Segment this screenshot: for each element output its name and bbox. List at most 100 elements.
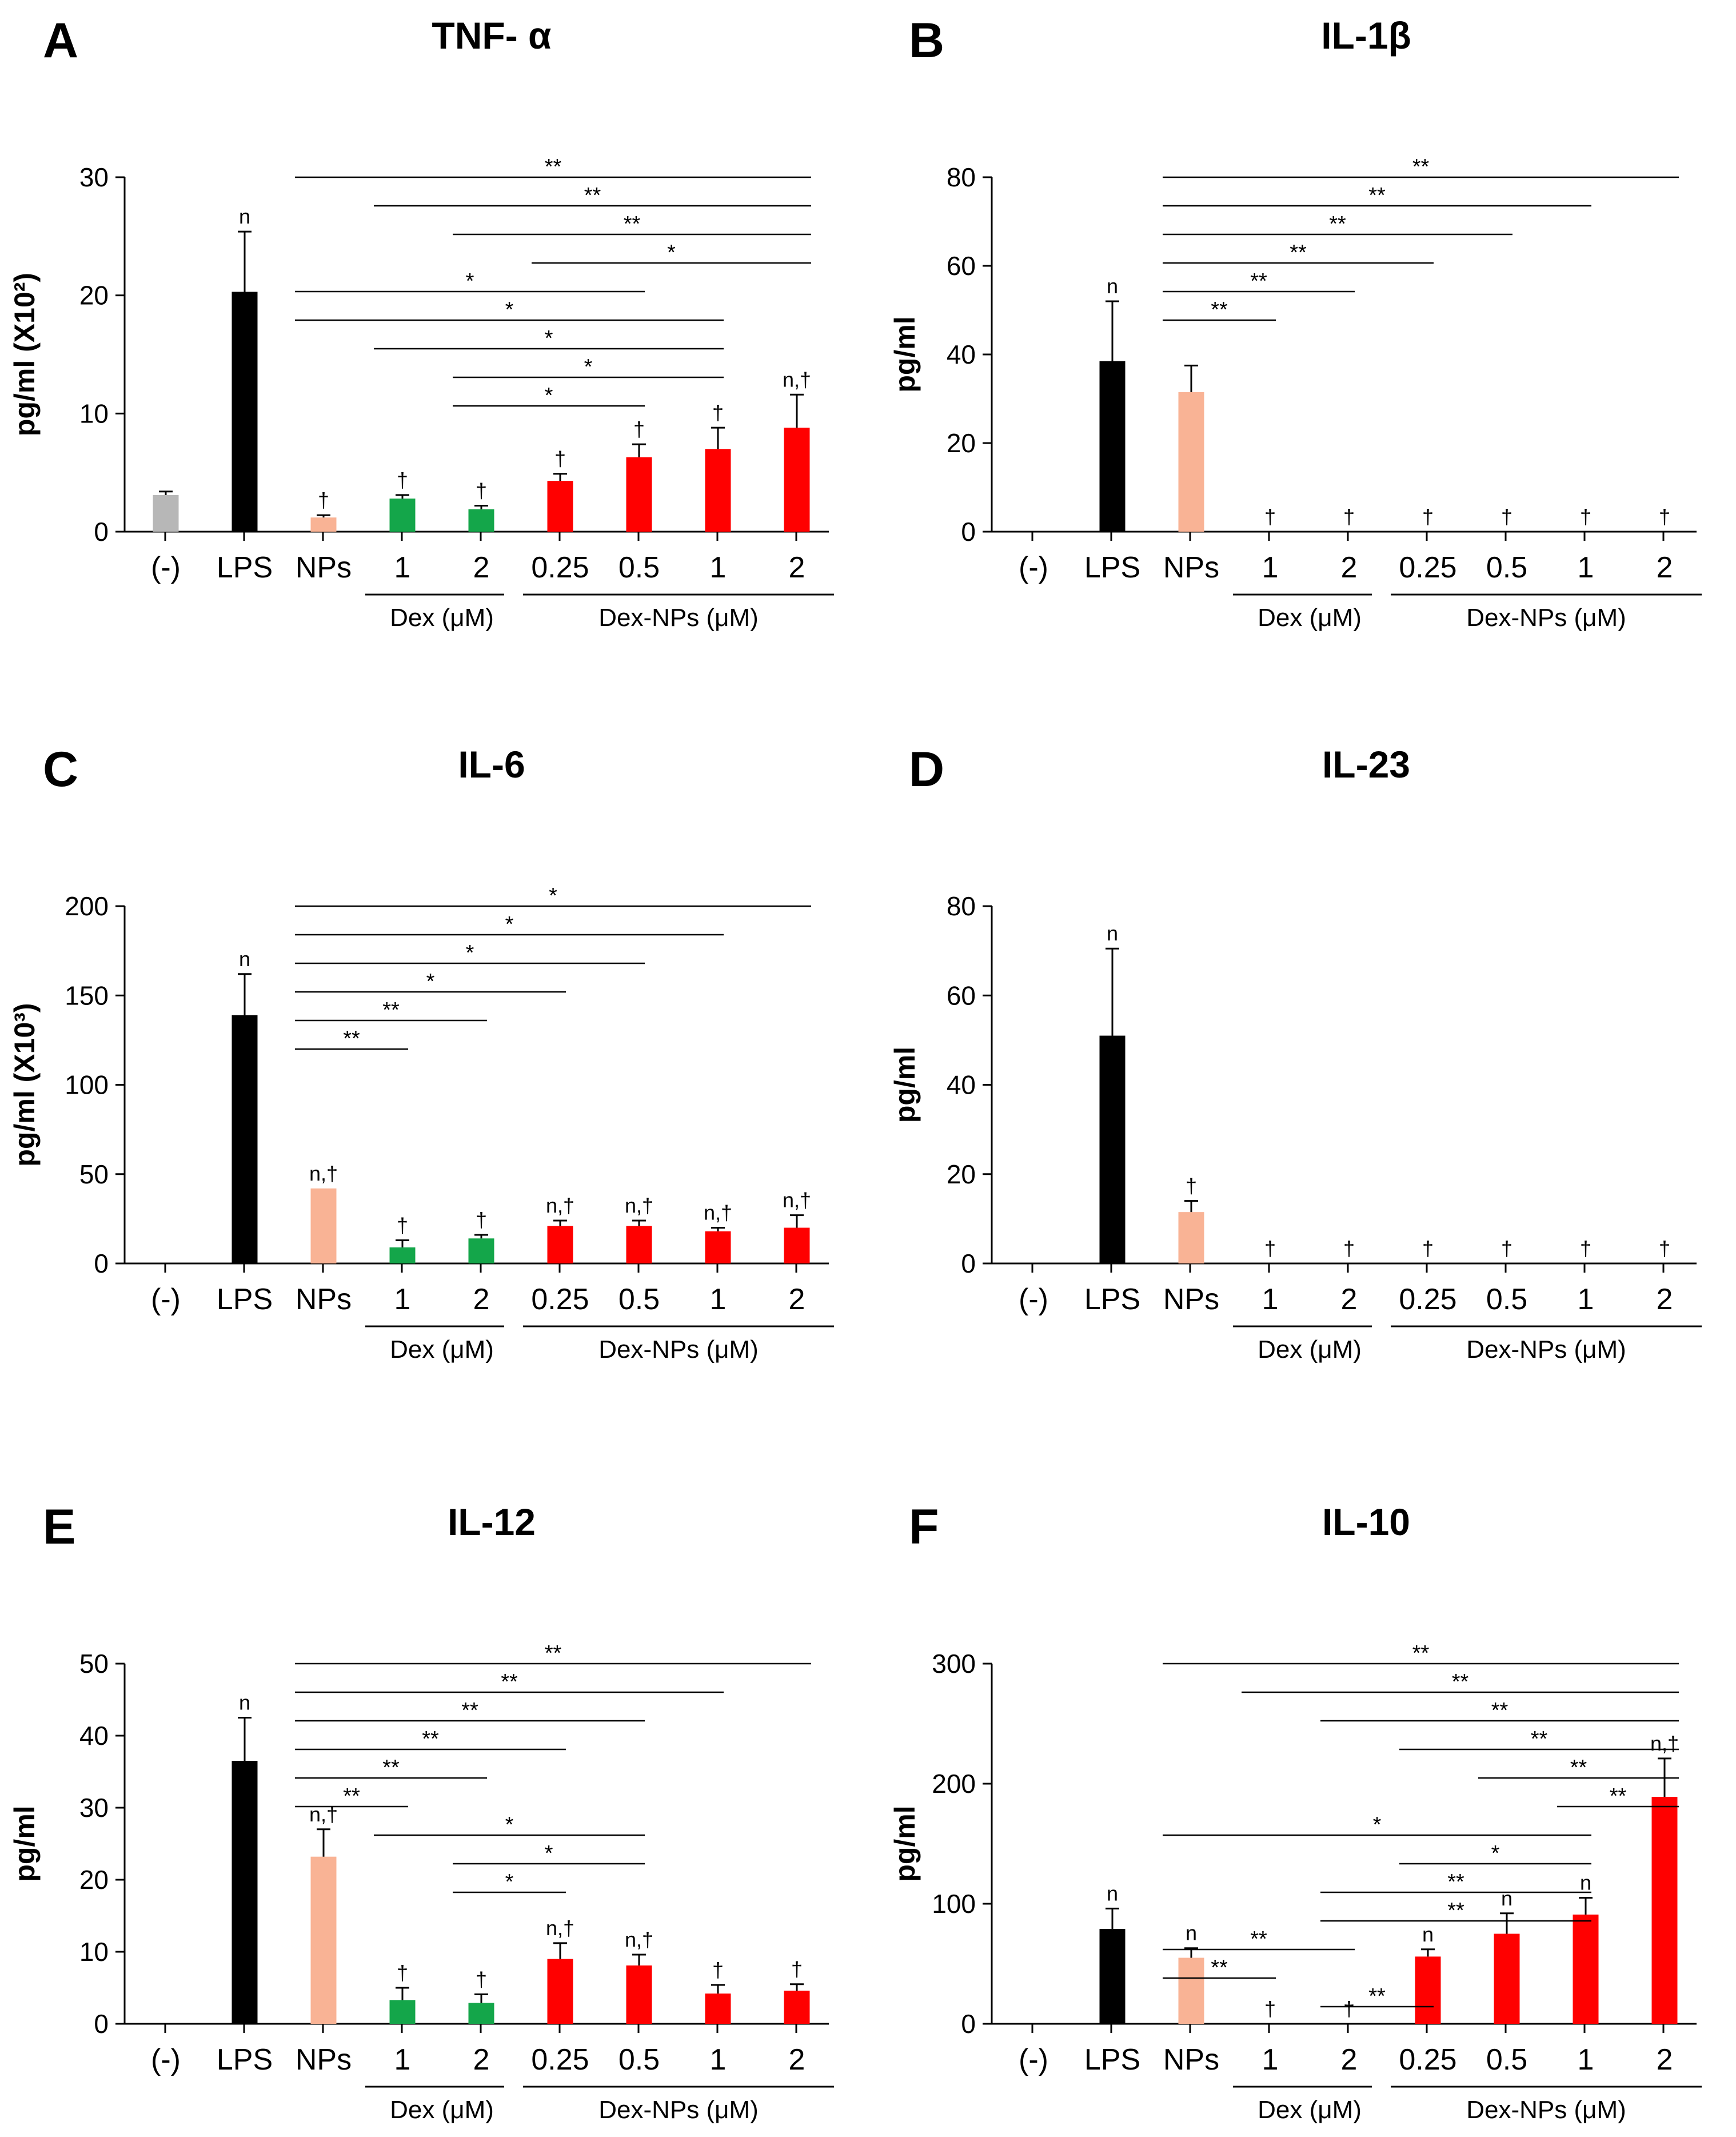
x-tick-label: 0.5 bbox=[1486, 2043, 1527, 2076]
significance-label: ** bbox=[1211, 298, 1228, 322]
x-tick-label: 1 bbox=[1262, 551, 1279, 584]
bar bbox=[468, 509, 494, 532]
significance-mark: † bbox=[554, 447, 566, 471]
significance-label: ** bbox=[382, 998, 400, 1022]
significance-mark: † bbox=[1501, 1237, 1512, 1260]
group-label-dexnps: Dex-NPs (μM) bbox=[598, 604, 759, 632]
significance-label: ** bbox=[1491, 1699, 1508, 1723]
x-tick-label: (-) bbox=[1019, 2043, 1048, 2076]
bar bbox=[1573, 1914, 1599, 2024]
x-tick-label: 1 bbox=[1262, 2043, 1279, 2076]
bar bbox=[784, 428, 810, 532]
significance-label: * bbox=[426, 970, 435, 994]
significance-mark: † bbox=[397, 468, 408, 492]
bar bbox=[232, 1761, 258, 2024]
significance-label: * bbox=[667, 241, 676, 265]
significance-mark: n,† bbox=[704, 1201, 732, 1225]
y-tick-label: 0 bbox=[94, 1249, 109, 1278]
significance-mark: n bbox=[239, 947, 250, 971]
significance-label: * bbox=[1373, 1813, 1382, 1837]
bar bbox=[1178, 1212, 1204, 1263]
x-tick-label: 2 bbox=[789, 1283, 805, 1316]
chart-title: IL-6 bbox=[458, 743, 525, 786]
x-tick-label: 1 bbox=[394, 1283, 411, 1316]
bar bbox=[784, 1991, 810, 2024]
y-tick-label: 20 bbox=[79, 1865, 109, 1895]
significance-mark: † bbox=[1186, 1174, 1197, 1198]
panel-letter: E bbox=[43, 1500, 75, 1554]
x-tick-label: 2 bbox=[1657, 2043, 1673, 2076]
y-tick-label: 50 bbox=[79, 1649, 109, 1678]
significance-mark: n bbox=[1107, 922, 1118, 945]
significance-mark: n,† bbox=[783, 368, 811, 391]
y-tick-label: 20 bbox=[947, 1159, 976, 1189]
chart-title: IL-12 bbox=[448, 1501, 536, 1543]
significance-label: * bbox=[505, 298, 514, 322]
x-tick-label: 2 bbox=[1657, 551, 1673, 584]
bar bbox=[1178, 1957, 1204, 2024]
x-tick-label: 1 bbox=[1578, 2043, 1594, 2076]
significance-mark: † bbox=[476, 1967, 487, 1991]
x-tick-label: (-) bbox=[151, 551, 181, 584]
significance-label: ** bbox=[1447, 1870, 1464, 1894]
significance-label: * bbox=[545, 1841, 553, 1865]
x-tick-label: 0.5 bbox=[618, 1283, 660, 1316]
bar bbox=[310, 517, 337, 532]
chart-panel-a: A TNF- α pg/ml (X10²) 0 10 20 30 (-) LPS NPs 1 2 0.2… bbox=[9, 13, 834, 632]
significance-label: ** bbox=[1211, 1956, 1228, 1980]
y-tick-label: 100 bbox=[65, 1070, 109, 1100]
x-tick-label: LPS bbox=[1084, 1283, 1140, 1316]
x-tick-label: 1 bbox=[1578, 1283, 1594, 1316]
group-label-dexnps: Dex-NPs (μM) bbox=[1466, 604, 1626, 632]
bar bbox=[547, 1959, 573, 2024]
bar bbox=[389, 1247, 416, 1263]
y-tick-label: 80 bbox=[947, 891, 976, 921]
significance-label: * bbox=[584, 355, 593, 379]
x-tick-label: NPs bbox=[1163, 1283, 1219, 1316]
x-tick-label: NPs bbox=[1163, 2043, 1219, 2076]
significance-label: ** bbox=[343, 1027, 360, 1051]
significance-mark: † bbox=[1343, 505, 1355, 528]
x-tick-label: 2 bbox=[473, 2043, 490, 2076]
y-tick-label: 50 bbox=[79, 1159, 109, 1189]
x-tick-label: 0.25 bbox=[531, 551, 589, 584]
significance-label: * bbox=[1491, 1841, 1500, 1865]
significance-mark: † bbox=[476, 1208, 487, 1231]
significance-label: * bbox=[545, 384, 553, 408]
bar bbox=[232, 1015, 258, 1263]
x-tick-label: 0.5 bbox=[1486, 551, 1527, 584]
x-tick-label: 0.25 bbox=[531, 1283, 589, 1316]
x-tick-label: 1 bbox=[394, 2043, 411, 2076]
x-tick-label: 1 bbox=[1578, 551, 1594, 584]
y-axis-label: pg/ml bbox=[9, 1805, 41, 1881]
y-tick-label: 40 bbox=[947, 340, 976, 369]
x-tick-label: LPS bbox=[217, 1283, 273, 1316]
bar bbox=[1099, 361, 1126, 532]
x-tick-label: 2 bbox=[789, 551, 805, 584]
significance-mark: † bbox=[1659, 505, 1670, 528]
significance-mark: n bbox=[1107, 274, 1118, 298]
x-tick-label: 0.25 bbox=[1399, 2043, 1456, 2076]
group-label-dexnps: Dex-NPs (μM) bbox=[598, 2096, 759, 2124]
significance-mark: † bbox=[1422, 1237, 1434, 1260]
bar bbox=[626, 1226, 652, 1263]
bar bbox=[1415, 1956, 1441, 2024]
significance-mark: † bbox=[318, 488, 329, 512]
y-tick-label: 0 bbox=[961, 517, 976, 547]
x-tick-label: LPS bbox=[217, 2043, 273, 2076]
bar bbox=[389, 2000, 416, 2024]
y-tick-label: 100 bbox=[932, 1889, 976, 1919]
y-axis-label: pg/ml bbox=[889, 316, 921, 392]
significance-label: ** bbox=[1368, 1984, 1386, 2008]
bar bbox=[468, 2003, 494, 2024]
significance-label: ** bbox=[1329, 212, 1346, 236]
significance-mark: † bbox=[712, 401, 724, 424]
significance-mark: n bbox=[1107, 1881, 1118, 1905]
group-label-dexnps: Dex-NPs (μM) bbox=[1466, 2096, 1626, 2124]
significance-mark: n bbox=[1422, 1923, 1434, 1946]
y-tick-label: 0 bbox=[961, 2009, 976, 2039]
x-tick-label: 1 bbox=[710, 551, 727, 584]
significance-mark: n bbox=[239, 1691, 250, 1715]
y-tick-label: 200 bbox=[65, 891, 109, 921]
